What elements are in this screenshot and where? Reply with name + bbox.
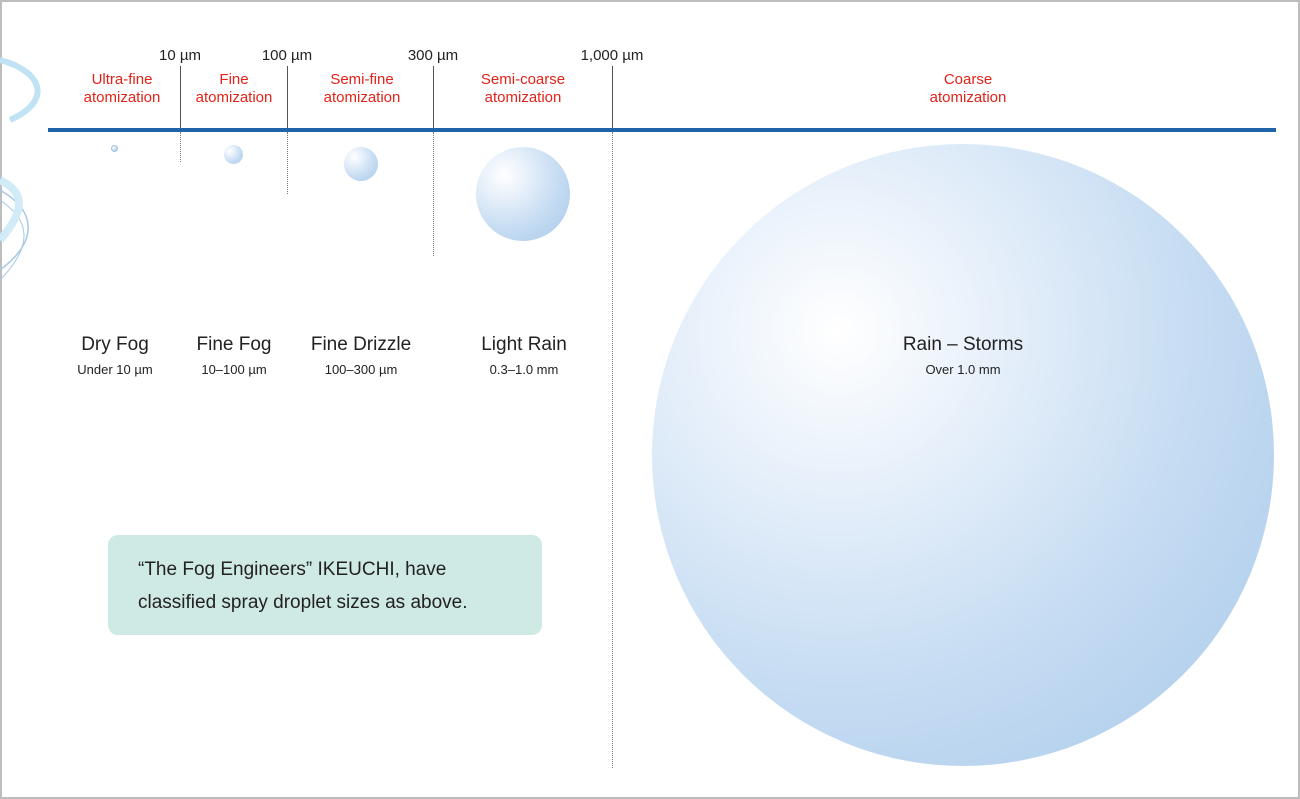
boundary-300um: [433, 132, 434, 256]
tick-100um: 100 µm: [261, 47, 313, 64]
category-ultra-fine: Ultra-fine atomization: [83, 71, 161, 106]
label-fine-fog: Fine Fog: [196, 334, 272, 355]
decorative-swirl: [0, 57, 41, 281]
tick-10um: 10 µm: [159, 47, 201, 64]
droplet-light-rain: [476, 147, 570, 241]
category-coarse: Coarse atomization: [929, 71, 1007, 106]
header-divider: [180, 66, 181, 128]
size-scale-line: [48, 128, 1276, 132]
droplet-rain-storms: [652, 144, 1274, 766]
tick-300um: 300 µm: [407, 47, 459, 64]
boundary-100um: [287, 132, 288, 194]
category-fine: Fine atomization: [195, 71, 273, 106]
label-light-rain: Light Rain: [481, 334, 567, 355]
range-light-rain: 0.3–1.0 mm: [489, 362, 559, 377]
range-fine-fog: 10–100 µm: [201, 362, 267, 377]
label-fine-drizzle: Fine Drizzle: [310, 334, 412, 355]
range-fine-drizzle: 100–300 µm: [324, 362, 398, 377]
droplet-fine-drizzle: [344, 147, 378, 181]
boundary-10um: [180, 132, 181, 162]
classification-note: “The Fog Engineers” IKEUCHI, have classi…: [108, 535, 542, 635]
label-rain-storms: Rain – Storms: [902, 334, 1024, 355]
category-semi-coarse: Semi-coarse atomization: [480, 71, 566, 106]
range-rain-storms: Over 1.0 mm: [925, 362, 1001, 377]
droplet-fine-fog: [224, 145, 243, 164]
header-divider: [433, 66, 434, 128]
header-divider: [612, 66, 613, 128]
header-divider: [287, 66, 288, 128]
boundary-1000um: [612, 132, 613, 768]
label-dry-fog: Dry Fog: [81, 334, 149, 355]
range-dry-fog: Under 10 µm: [77, 362, 153, 377]
droplet-dry-fog: [111, 145, 118, 152]
category-semi-fine: Semi-fine atomization: [323, 71, 401, 106]
tick-1000um: 1,000 µm: [580, 47, 644, 64]
